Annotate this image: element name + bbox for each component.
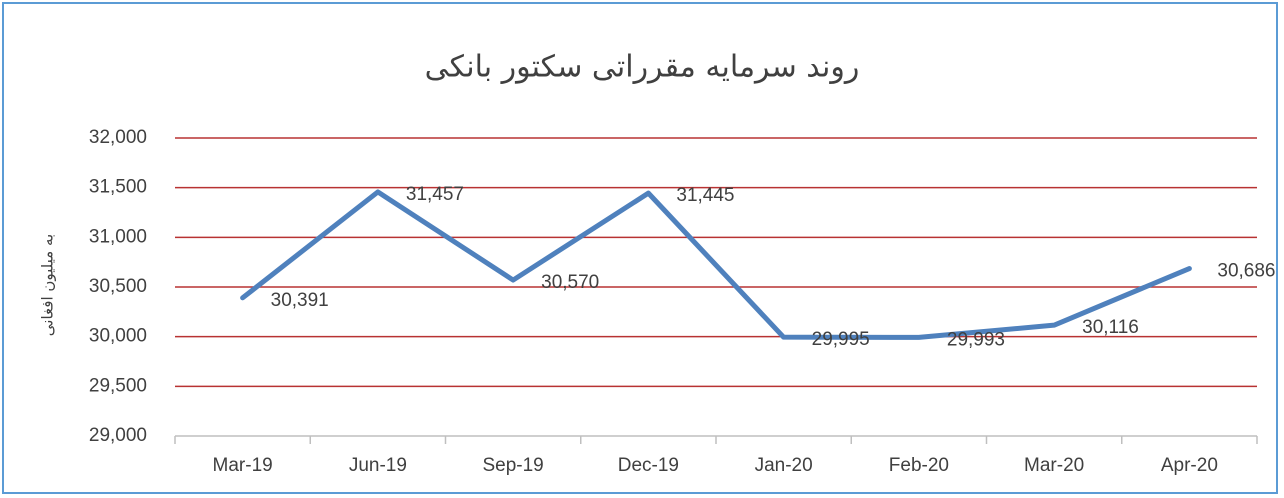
x-tick-label: Mar-20 [1024, 455, 1084, 476]
x-tick-label: Dec-19 [618, 455, 679, 476]
chart-title: روند سرمایه مقرراتی سکتور بانکی [425, 50, 860, 85]
y-tick-label: 29,500 [89, 375, 147, 396]
y-tick-label: 32,000 [89, 127, 147, 148]
y-tick-label: 30,500 [89, 276, 147, 297]
data-label: 30,116 [1082, 317, 1139, 338]
x-tick-label: Mar-19 [213, 455, 273, 476]
data-label: 30,391 [271, 290, 329, 311]
y-tick-label: 31,000 [89, 226, 147, 247]
data-label: 29,993 [947, 329, 1005, 350]
x-tick-label: Jun-19 [349, 455, 407, 476]
x-tick-label: Jan-20 [755, 455, 813, 476]
x-tick-label: Sep-19 [482, 455, 543, 476]
data-label: 30,686 [1217, 261, 1275, 282]
data-label: 30,570 [541, 272, 599, 293]
series-line [240, 189, 1192, 340]
data-label: 29,995 [812, 329, 870, 350]
y-tick-label: 31,500 [89, 177, 147, 198]
y-axis-title: به میلیون افغانی [39, 234, 57, 336]
data-label: 31,445 [676, 185, 734, 206]
x-tick-label: Feb-20 [889, 455, 949, 476]
data-label: 31,457 [406, 184, 464, 205]
y-tick-label: 29,000 [89, 425, 147, 446]
x-tick-label: Apr-20 [1161, 455, 1218, 476]
y-tick-label: 30,000 [89, 326, 147, 347]
